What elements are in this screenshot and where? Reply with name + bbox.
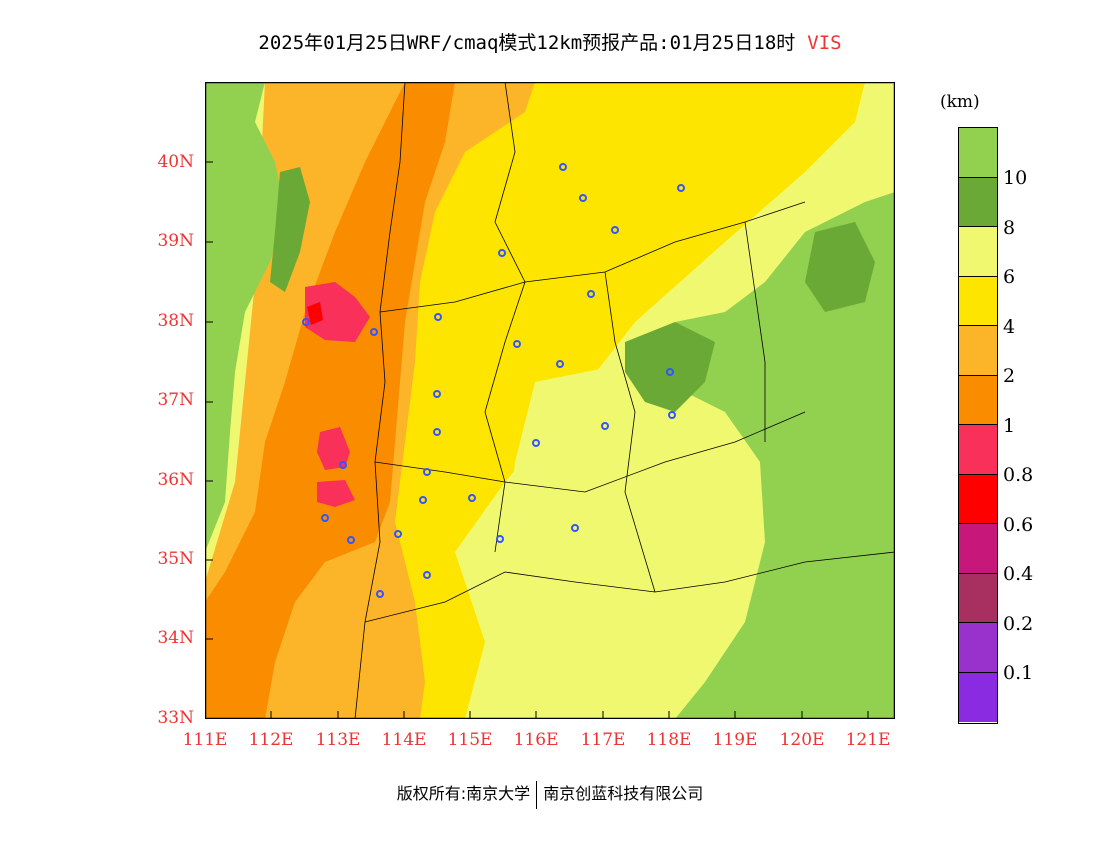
footer: 版权所有:南京大学 南京创蓝科技有限公司 [0,780,1100,809]
vis-zone-0_6to0_8 [307,302,323,325]
colorbar-swatch [959,474,997,524]
station-marker [666,368,674,376]
lon-label-121e: 121E [845,730,891,750]
station-marker [339,461,347,469]
station-marker [677,184,685,192]
map-title-main: 2025年01月25日WRF/cmaq模式12km预报产品:01月25日18时 [258,32,796,54]
lon-label-118e: 118E [646,730,692,750]
colorbar-swatch [959,573,997,623]
lat-label-35n: 35N [157,549,194,569]
station-markers [302,163,685,598]
colorbar-label-0-6: 0.6 [1003,514,1034,536]
province-boundaries [354,82,895,719]
lat-label-37n: 37N [157,390,194,410]
station-marker [571,524,579,532]
colorbar-swatch [959,326,997,376]
lon-label-113e: 113E [315,730,361,750]
station-marker [302,318,310,326]
colorbar-swatch [959,524,997,574]
station-marker [611,226,619,234]
station-marker [423,571,431,579]
colorbar-label-8: 8 [1003,217,1016,239]
vis-zone-6to8-se [485,362,765,719]
station-marker [556,360,564,368]
station-marker [532,439,540,447]
station-marker [433,390,441,398]
station-marker [587,290,595,298]
station-marker [423,468,431,476]
colorbar-label-0-8: 0.8 [1003,464,1034,486]
station-marker [376,590,384,598]
lat-label-36n: 36N [157,470,194,490]
station-marker [601,422,609,430]
station-marker [513,340,521,348]
lon-label-115e: 115E [447,730,493,750]
station-marker [347,536,355,544]
footer-company: 南京创蓝科技有限公司 [543,784,704,803]
colorbar-swatch [959,276,997,326]
station-marker [321,514,329,522]
map-title-variable: VIS [807,32,842,54]
colorbar-label-2: 2 [1003,365,1016,387]
map-title: 2025年01月25日WRF/cmaq模式12km预报产品:01月25日18时 V… [0,28,1100,55]
lon-label-119e: 119E [712,730,758,750]
vis-zone-0_8to1-c [317,480,355,507]
lon-label-120e: 120E [779,730,825,750]
colorbar-swatch [959,375,997,425]
colorbar-label-10: 10 [1003,167,1028,189]
colorbar-swatch [959,623,997,673]
colorbar-swatch [959,425,997,475]
lon-label-111e: 111E [182,730,228,750]
station-marker [668,411,676,419]
footer-copyright: 版权所有:南京大学 [396,784,531,803]
colorbar-label-0-4: 0.4 [1003,563,1034,585]
vis-zone-8to10-sea [805,222,875,312]
station-marker [468,494,476,502]
lat-label-33n: 33N [157,708,194,728]
lon-label-116e: 116E [513,730,559,750]
colorbar [958,127,998,724]
colorbar-swatch [959,227,997,277]
station-marker [559,163,567,171]
colorbar-label-0-1: 0.1 [1003,662,1034,684]
vis-zone-8to10-east [625,322,715,412]
map-ticks [205,161,869,719]
colorbar-swatch [959,177,997,227]
station-marker [434,313,442,321]
vis-zone-8to10-west [270,167,310,292]
colorbar-label-1: 1 [1003,415,1016,437]
lat-label-39n: 39N [157,231,194,251]
colorbar-swatch [959,128,997,178]
colorbar-label-6: 6 [1003,266,1016,288]
station-marker [394,530,402,538]
lon-label-112e: 112E [248,730,294,750]
footer-separator [536,780,538,809]
colorbar-unit: (km) [940,92,980,112]
colorbar-label-0-2: 0.2 [1003,613,1034,635]
vis-zone-4to6 [335,82,865,719]
vis-zone-1to2 [205,82,455,719]
lat-label-38n: 38N [157,311,194,331]
lat-label-34n: 34N [157,628,194,648]
vis-zone-gt10-east [635,192,895,719]
station-marker [496,535,504,543]
colorbar-swatch [959,672,997,722]
lat-label-40n: 40N [157,152,194,172]
lon-label-117e: 117E [580,730,626,750]
map-frame [205,82,895,719]
visibility-map [205,82,895,719]
lon-label-114e: 114E [381,730,427,750]
station-marker [498,249,506,257]
colorbar-label-4: 4 [1003,316,1016,338]
vis-zone-gt10-west [205,82,285,552]
vis-zone-0_8to1-b [317,427,350,470]
vis-zone-0_8to1-a [305,282,370,342]
station-marker [433,428,441,436]
station-marker [579,194,587,202]
station-marker [419,496,427,504]
station-marker [370,328,378,336]
